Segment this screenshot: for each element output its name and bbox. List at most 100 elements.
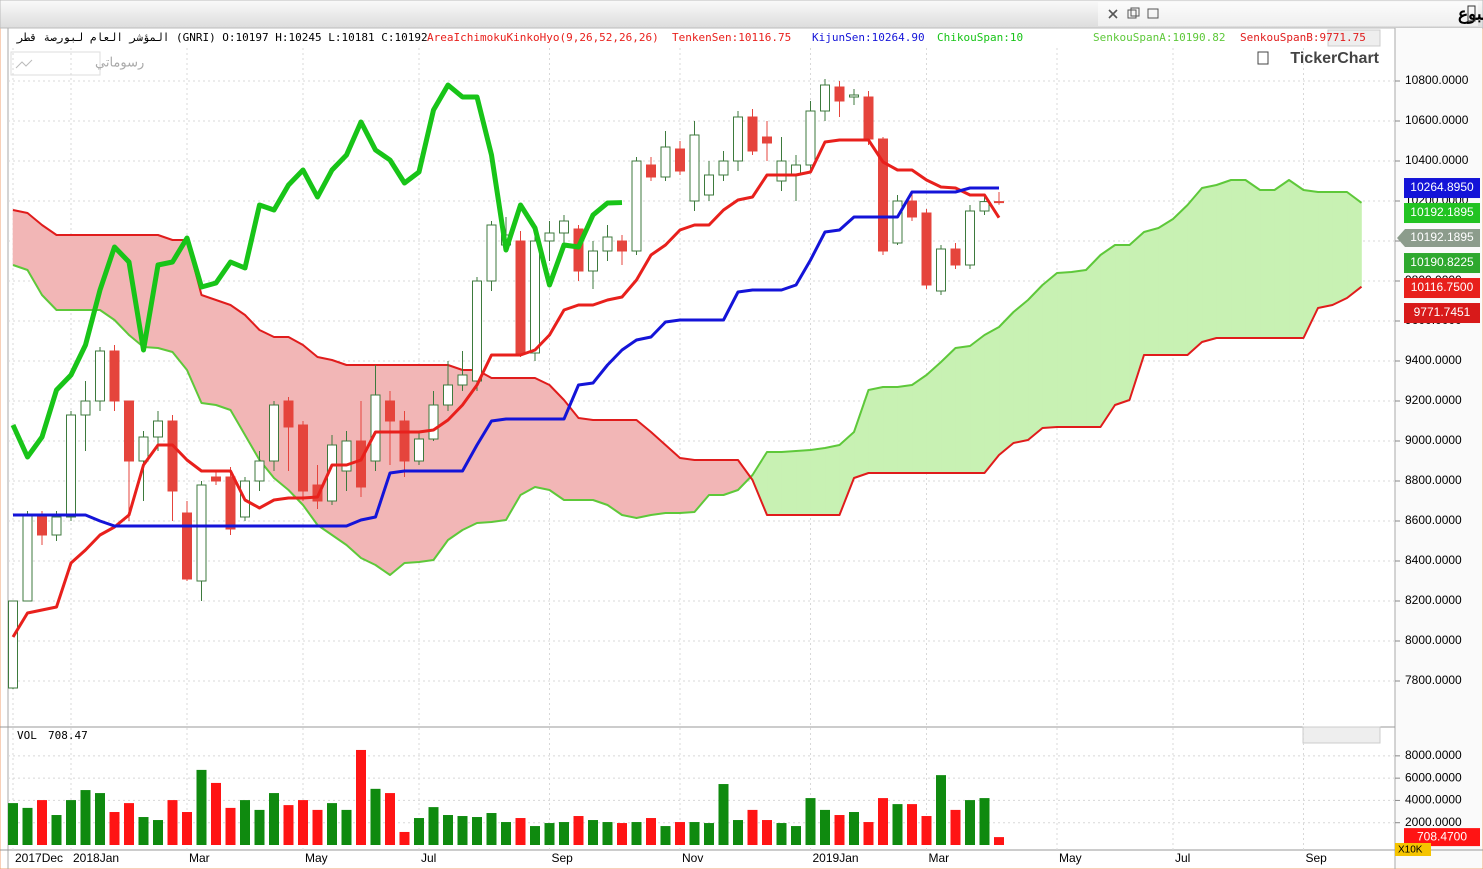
cloud [926,361,942,474]
indicator-label: AreaIchimokuKinkoHyo(9,26,52,26,26) [427,31,659,44]
value-marker-label: 10192.1895 [1410,205,1474,219]
candle-body [153,420,163,438]
candle-body [950,248,961,266]
legend-entry: SenkouSpanB:9771.75 [1240,31,1366,44]
y-tick-label: 8800.0000 [1405,473,1462,487]
y-tick-label: 8600.0000 [1405,513,1462,527]
volume-bar [428,807,439,845]
cloud [1245,179,1261,339]
cloud [708,459,724,496]
y-tick-label: 10400.0000 [1405,153,1469,167]
candle-body [965,210,975,266]
candle-body [22,514,33,602]
candle-body [124,400,134,462]
cloud [1042,272,1058,429]
cloud [766,451,782,516]
candle-body [660,146,671,178]
candle-body [51,516,62,536]
candle-body [399,420,410,462]
x-tick-label: Jul [1175,851,1190,865]
volume-bar [704,823,714,845]
x-tick-label: May [305,851,328,865]
x-tick-label: Mar [189,851,210,865]
cloud [868,386,884,474]
legend-entry: TenkenSen:10116.75 [672,31,791,44]
cloud [578,417,594,501]
candle-body [385,400,395,422]
volume-bar [327,803,337,845]
value-marker [1404,203,1480,224]
volume-bar [617,823,627,845]
cloud [1172,204,1188,356]
volume-bar [51,815,62,845]
volume-bar [240,800,250,845]
volume-bar [225,807,236,845]
candle-body [776,160,787,182]
candle-body [892,200,903,244]
volume-bar [370,788,381,845]
candle-body [834,86,845,102]
cloud [1085,254,1101,428]
x-tick-label: Jul [421,851,436,865]
cloud [1027,284,1043,441]
legend-entry: ChikouSpan:10 [937,31,1023,44]
x-tick-label: 2019Jan [813,851,859,865]
candle-body [211,476,221,482]
drawings-label[interactable]: رسوماتي [95,54,144,70]
window-buttons[interactable] [1108,7,1159,19]
candle-body [704,174,714,196]
volume-bar [269,793,279,845]
volume-bar [747,809,758,845]
candle-body [443,384,453,406]
volume-bar [950,809,961,845]
cloud [984,326,1000,474]
cloud [56,234,72,311]
series-line [12,209,1363,516]
cloud [1288,179,1304,339]
volume-bar [878,798,888,845]
cloud [795,449,811,516]
series-line [10,82,623,460]
value-marker-label: 708.4700 [1417,829,1467,843]
volume-bar [791,826,801,845]
logo-icon [1257,51,1269,65]
volume-bar [646,818,656,845]
value-marker [1404,278,1480,299]
volume-bar [776,823,787,845]
cloud [476,369,492,524]
panel-buttons[interactable] [1302,29,1381,744]
candle-body [254,460,265,482]
volume-bar [501,822,511,845]
candle-body [80,400,91,416]
volume-plot: VOL 708.47 [8,728,1395,850]
candle-body [225,476,236,530]
volume-bar [254,809,265,845]
candle-body [312,484,323,502]
volume-bar [95,793,105,845]
value-marker [1404,303,1480,324]
candle-body [283,400,294,428]
candle-body [979,201,990,212]
cloud [404,364,420,564]
candle-body [370,394,381,462]
cloud [998,311,1014,456]
x-tick-label: Sep [1306,851,1328,865]
volume-bar [965,800,975,845]
candle-body [457,374,468,386]
volume-bar [80,790,91,845]
volume-bar [153,820,163,845]
candle-body [196,484,207,582]
drawings-button[interactable]: رسوماتي [10,51,144,76]
candle-body [167,420,178,492]
cloud [607,419,623,516]
volume-bar [298,800,308,845]
volume-bar [66,800,76,845]
value-marker-label: 10116.7500 [1411,280,1474,294]
cloud [1071,269,1087,428]
cloud [1187,187,1203,356]
unit-label: X10K [1398,845,1423,856]
cloud [911,374,927,474]
cloud [1332,191,1348,306]
volume-bar [8,803,18,845]
cloud [1100,244,1116,429]
